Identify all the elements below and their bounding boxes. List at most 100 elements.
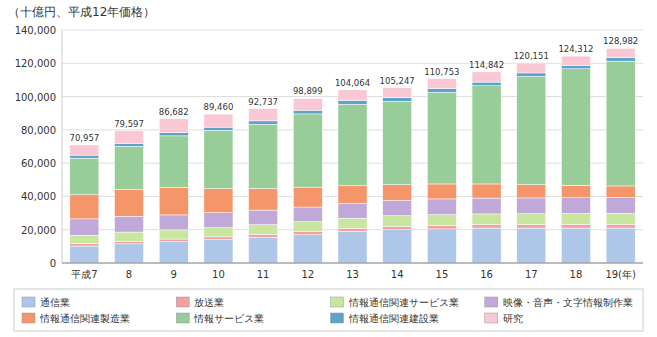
bar-segment (70, 145, 99, 155)
grid (62, 30, 643, 263)
chart: （十億円、平成12年価格）020,00040,00060,00080,00010… (0, 0, 657, 337)
bar-segment (338, 218, 367, 228)
bar-segment (383, 101, 412, 184)
bar-segment (115, 216, 144, 232)
bar-segment (249, 121, 278, 124)
bar-segment (606, 224, 635, 228)
bar-segment (561, 228, 590, 263)
bar-segment (293, 235, 322, 263)
bar-segment (427, 92, 456, 184)
y-tick-label: 120,000 (15, 58, 56, 69)
bar-segment (293, 232, 322, 235)
bar-segment (70, 235, 99, 243)
bar-segment (338, 90, 367, 101)
bar-segment (606, 186, 635, 198)
bar-segment (293, 207, 322, 222)
total-label: 89,460 (204, 102, 234, 112)
bar-segment (70, 155, 99, 158)
x-tick-label: 12 (301, 269, 314, 280)
bar-segment (293, 114, 322, 187)
bar-segment (517, 73, 546, 76)
legend-frame (14, 289, 643, 331)
bar-segment (293, 222, 322, 232)
legend-swatch (331, 297, 344, 307)
bar-segment (561, 198, 590, 214)
y-tick-label: 100,000 (15, 92, 56, 103)
bar-segment (204, 228, 233, 237)
bar-segment (427, 79, 456, 89)
legend-label: 通信業 (40, 297, 70, 308)
legend-swatch (22, 297, 35, 307)
bar-segment (293, 187, 322, 207)
legend-label: 情報通信関連建設業 (348, 313, 439, 324)
bar-segment (115, 190, 144, 217)
bar-segment (338, 100, 367, 104)
total-label: 92,737 (248, 97, 278, 107)
bar-segment (427, 184, 456, 199)
bar-segment (383, 216, 412, 227)
x-tick-label: 平成7 (71, 269, 97, 280)
bar-segment (204, 237, 233, 240)
bar-segment (159, 215, 188, 230)
legend-swatch (176, 313, 189, 323)
bar-segment (293, 98, 322, 110)
bar-segment (338, 231, 367, 263)
bar-segment (159, 242, 188, 263)
x-tick-label: 13 (346, 269, 359, 280)
bar-segment (472, 225, 501, 228)
bar-segment (517, 76, 546, 184)
total-label: 105,247 (380, 76, 415, 86)
bar-segment (472, 86, 501, 184)
bar-segment (517, 185, 546, 198)
bar-segment (606, 198, 635, 214)
legend-swatch (485, 313, 498, 323)
bar-segment (561, 224, 590, 228)
total-label: 70,957 (69, 133, 99, 143)
y-tick-label: 60,000 (21, 158, 56, 169)
bar-segment (517, 63, 546, 73)
bar-segment (159, 136, 188, 188)
y-tick-label: 40,000 (21, 191, 56, 202)
total-label: 110,753 (424, 67, 459, 77)
bar-segment (427, 89, 456, 93)
bar-segment (338, 203, 367, 218)
grid-line (62, 263, 643, 264)
x-tick-label: 9 (171, 269, 177, 280)
legend-label: 情報通信関連製造業 (39, 313, 130, 324)
bar-segment (249, 234, 278, 237)
bar-segment (606, 213, 635, 224)
legend-label: 映像・音声・文字情報制作業 (503, 297, 633, 308)
bar-segment (472, 82, 501, 86)
legend-swatch (22, 313, 35, 323)
x-axis (62, 263, 643, 264)
bar-segment (472, 72, 501, 82)
title: （十億円、平成12年価格） (8, 5, 155, 19)
bar-segment (249, 124, 278, 188)
x-tick-label: 17 (525, 269, 538, 280)
bar-segment (204, 114, 233, 127)
bar-segment (606, 228, 635, 263)
legend-swatch (485, 297, 498, 307)
legend-swatch (331, 313, 344, 323)
bar-segment (159, 119, 188, 133)
legend-label: 情報サービス業 (193, 313, 264, 324)
bar-segment (561, 56, 590, 65)
x-tick-label: 8 (126, 269, 132, 280)
bar-segment (70, 195, 99, 219)
total-label: 86,682 (159, 107, 189, 117)
legend: 通信業放送業情報通信関連サービス業映像・音声・文字情報制作業情報通信関連製造業情… (14, 289, 643, 331)
bar-segment (472, 214, 501, 225)
bar-segment (159, 133, 188, 136)
total-label: 120,151 (514, 51, 549, 61)
bar-segment (383, 200, 412, 215)
grid-line (62, 30, 643, 31)
x-tick-label: 18 (570, 269, 583, 280)
bar-segment (383, 230, 412, 263)
bar-segment (115, 244, 144, 263)
total-label: 98,899 (293, 86, 323, 96)
bar-segment (249, 188, 278, 210)
bar-segment (249, 210, 278, 225)
bar-segment (70, 219, 99, 235)
y-tick-label: 80,000 (21, 125, 56, 136)
bar-segment (115, 143, 144, 146)
